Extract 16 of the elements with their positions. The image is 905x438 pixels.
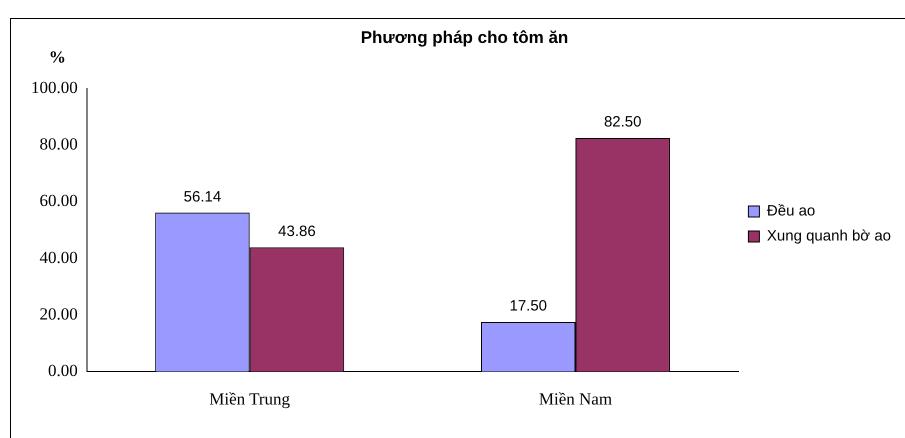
y-tick-label: 60.00 — [40, 191, 78, 210]
y-tick-label: 40.00 — [40, 248, 78, 267]
data-label: 17.50 — [509, 298, 548, 315]
data-label: 43.86 — [278, 223, 316, 240]
chart-title: Phương pháp cho tôm ăn — [360, 28, 568, 47]
y-tick-label: 100.00 — [31, 78, 78, 97]
data-label: 82.50 — [604, 114, 642, 131]
legend-label: Xung quanh bờ ao — [766, 228, 891, 245]
legend-label: Đều ao — [766, 202, 816, 220]
x-tick-label: Miền Trung — [209, 389, 291, 408]
y-tick-label: 0.00 — [48, 361, 78, 380]
y-tick-label: 20.00 — [40, 304, 78, 324]
data-label: 56.14 — [184, 188, 222, 206]
y-axis-title: % — [48, 47, 66, 66]
x-tick-label: Miền Nam — [538, 389, 612, 408]
y-tick-label: 80.00 — [40, 134, 78, 154]
